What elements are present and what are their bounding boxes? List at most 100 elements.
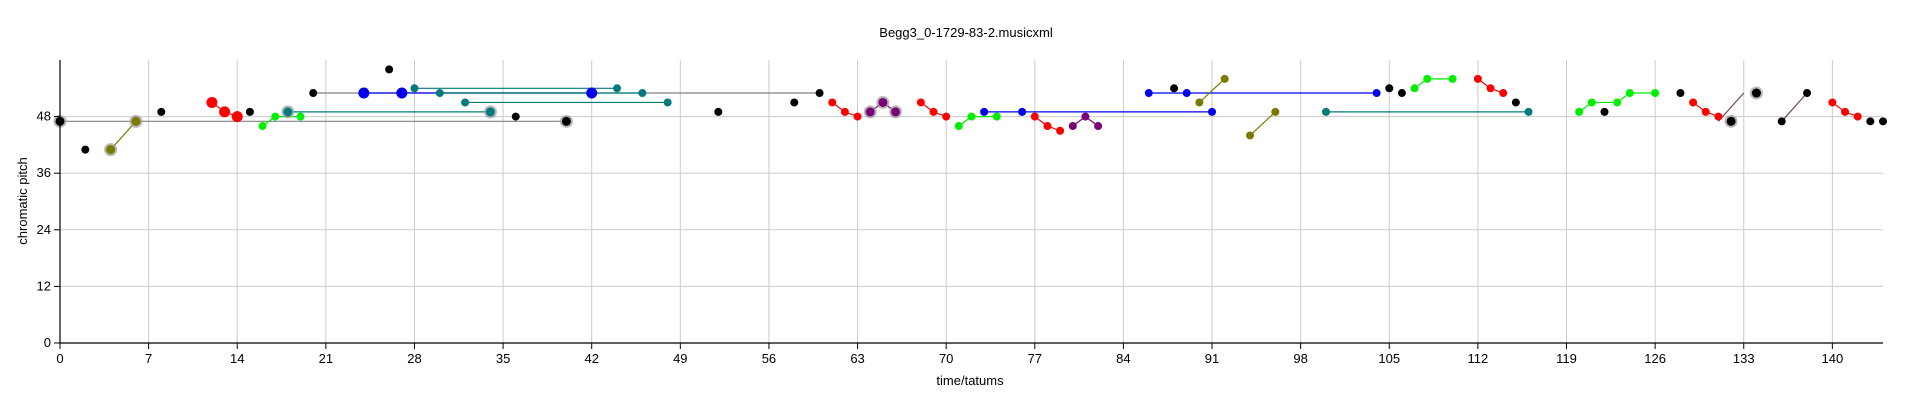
note-point: [1879, 117, 1887, 126]
note-point: [1853, 112, 1862, 121]
note-point: [1473, 74, 1482, 83]
x-tick-label: 49: [673, 351, 687, 366]
note-point: [916, 98, 925, 107]
note-point: [206, 96, 218, 108]
x-tick-label: 70: [939, 351, 953, 366]
note-point: [1524, 107, 1533, 116]
note-point: [891, 107, 901, 117]
note-point: [511, 112, 520, 121]
note-point: [1385, 84, 1394, 93]
y-tick-label: 24: [37, 222, 51, 237]
x-tick-label: 21: [319, 351, 333, 366]
x-tick-label: 112: [1468, 351, 1489, 366]
note-point: [1246, 131, 1255, 140]
note-point: [663, 98, 672, 107]
x-tick-label: 35: [496, 351, 510, 366]
note-point: [1499, 89, 1508, 98]
note-point: [980, 107, 989, 116]
x-tick-label: 91: [1205, 351, 1219, 366]
note-point: [1676, 89, 1685, 98]
note-point: [1828, 98, 1837, 107]
note-point: [1651, 89, 1660, 98]
note-point: [1841, 107, 1850, 116]
note-point: [1208, 107, 1217, 116]
note-point: [1372, 89, 1381, 98]
pitch-link-line: [1781, 92, 1808, 122]
note-point: [1018, 107, 1027, 116]
note-point: [1094, 122, 1103, 131]
tick-layer: 0 7 14 21 28 35 42 49 56 63 70 77 84 91 98 105 112 119 126…: [37, 109, 1844, 366]
note-point: [106, 145, 116, 155]
link-layer: [60, 78, 1808, 151]
chart-title: Begg3_0-1729-83-2.musicxml: [879, 25, 1053, 40]
note-point: [878, 97, 888, 107]
note-point: [1866, 117, 1875, 126]
note-point: [81, 145, 90, 154]
x-tick-label: 28: [407, 351, 421, 366]
note-point: [1423, 74, 1432, 83]
x-tick-label: 63: [850, 351, 864, 366]
note-point: [1751, 88, 1761, 98]
pitch-link-line: [1198, 78, 1226, 103]
note-point: [1170, 84, 1179, 93]
note-point: [396, 87, 408, 99]
note-point: [1030, 112, 1039, 121]
note-point: [131, 116, 141, 126]
x-axis-title: time/tatums: [936, 373, 1004, 388]
axis-layer: [59, 60, 1883, 344]
note-point: [1689, 98, 1698, 107]
x-tick-label: 119: [1556, 351, 1577, 366]
note-point: [586, 87, 598, 99]
y-axis-title: chromatic pitch: [15, 157, 30, 244]
note-point: [1271, 107, 1280, 116]
x-tick-label: 84: [1116, 351, 1130, 366]
note-point: [1714, 112, 1723, 121]
note-point: [840, 107, 849, 116]
note-point: [1587, 98, 1596, 107]
note-point: [929, 107, 938, 116]
note-point: [638, 89, 647, 98]
note-point: [954, 122, 963, 131]
note-point: [1081, 112, 1090, 121]
x-tick-label: 105: [1378, 351, 1400, 366]
note-point: [613, 84, 622, 93]
note-point: [828, 98, 837, 107]
note-point: [258, 122, 267, 131]
note-point: [790, 98, 799, 107]
x-tick-label: 42: [584, 351, 598, 366]
note-point: [309, 89, 318, 98]
x-tick-label: 133: [1733, 351, 1755, 366]
x-tick-label: 140: [1822, 351, 1844, 366]
note-point: [1701, 107, 1710, 116]
note-point: [1321, 107, 1330, 116]
note-point: [231, 111, 243, 123]
note-point: [1220, 74, 1229, 83]
note-point: [1511, 98, 1520, 107]
note-point: [385, 65, 394, 74]
note-point: [1448, 74, 1457, 83]
y-tick-label: 0: [44, 335, 51, 350]
note-point: [1043, 122, 1052, 131]
pitch-link-line: [1249, 111, 1276, 136]
x-tick-label: 126: [1644, 351, 1666, 366]
note-point: [245, 107, 254, 116]
note-point: [1575, 107, 1584, 116]
note-point: [1056, 126, 1065, 135]
y-tick-label: 12: [37, 278, 51, 293]
note-point: [1068, 122, 1077, 131]
x-tick-label: 77: [1028, 351, 1042, 366]
note-point: [561, 116, 571, 126]
note-point: [410, 84, 419, 93]
note-point: [296, 112, 305, 121]
pitch-link-line: [1717, 92, 1745, 122]
point-layer: [53, 65, 1887, 157]
x-tick-label: 7: [145, 351, 152, 366]
note-point: [271, 112, 280, 121]
note-point: [1625, 89, 1634, 98]
note-point: [435, 89, 444, 98]
note-point: [1410, 84, 1419, 93]
note-point: [1195, 98, 1204, 107]
note-point: [992, 112, 1001, 121]
